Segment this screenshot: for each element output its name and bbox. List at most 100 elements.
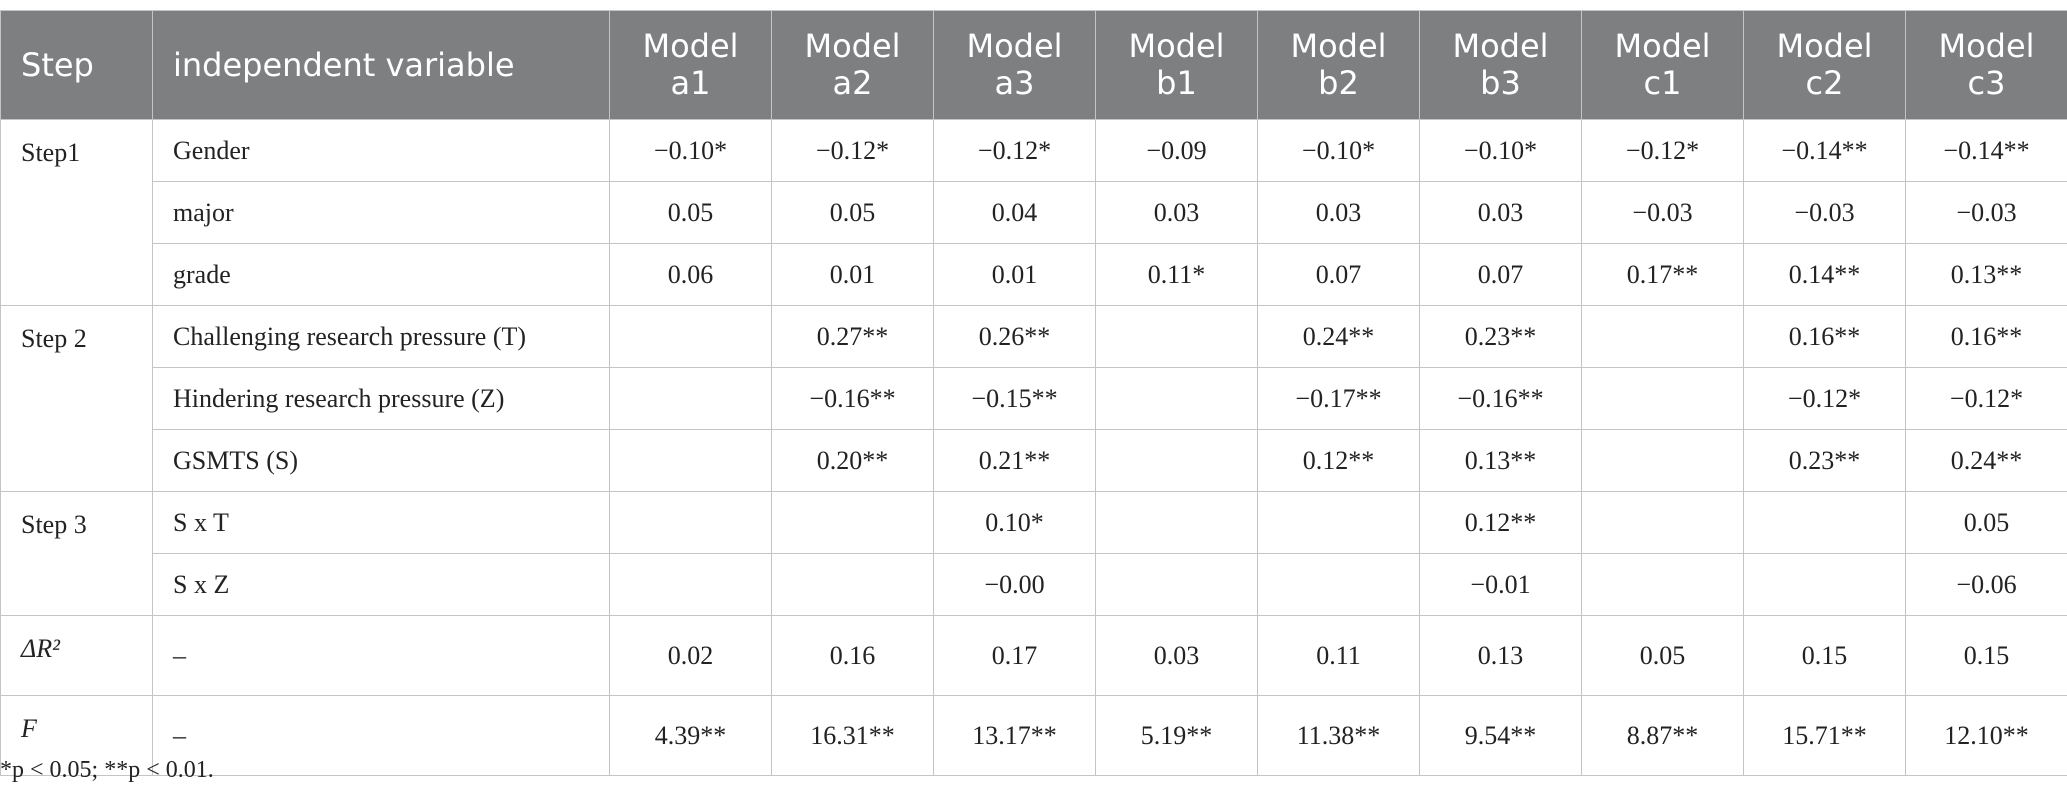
value-cell: 0.03: [1419, 181, 1582, 244]
table-row: Step1 Gender −0.10* −0.12* −0.12* −0.09 −0.10*…: [0, 119, 2067, 306]
value-cell: −0.12*: [1905, 367, 2067, 430]
model-label: Model a3: [966, 27, 1063, 102]
value-cell: −0.12*: [771, 119, 934, 182]
value-cell: [1581, 367, 1744, 430]
value-cell: −0.03: [1581, 181, 1744, 244]
step-cell: Step 2: [0, 305, 153, 492]
value-cell: 0.21**: [933, 429, 1096, 492]
variable-cell: –: [152, 615, 610, 696]
value-cell: 0.05: [1581, 615, 1744, 696]
value-cell: 0.04: [933, 181, 1096, 244]
variable-cell: Gender: [152, 119, 610, 182]
model-header: Model a3: [933, 10, 1096, 120]
value-cell: [1095, 553, 1258, 616]
value-cell: 4.39**: [609, 695, 772, 776]
value-cell: −0.03: [1743, 181, 1906, 244]
value-cell: [1257, 491, 1420, 554]
regression-table: Step independent variable Model a1 Model …: [0, 10, 2067, 776]
value-cell: 0.16**: [1905, 305, 2067, 368]
value-cell: −0.16**: [771, 367, 934, 430]
value-cell: 0.24**: [1905, 429, 2067, 492]
value-cell: 0.17: [933, 615, 1096, 696]
value-cell: 0.27**: [771, 305, 934, 368]
step-cell: ΔR²: [0, 615, 153, 696]
value-cell: 15.71**: [1743, 695, 1906, 776]
value-cell: −0.14**: [1743, 119, 1906, 182]
model-header: Model b2: [1257, 10, 1420, 120]
value-cell: 0.14**: [1743, 243, 1906, 306]
variable-cell: major: [152, 181, 610, 244]
model-header: Model a2: [771, 10, 934, 120]
value-cell: 0.05: [1905, 491, 2067, 554]
model-header: Model c1: [1581, 10, 1744, 120]
value-cell: 13.17**: [933, 695, 1096, 776]
value-cell: [609, 429, 772, 492]
value-cell: −0.12*: [933, 119, 1096, 182]
value-cell: 0.15: [1743, 615, 1906, 696]
value-cell: −0.16**: [1419, 367, 1582, 430]
value-cell: −0.01: [1419, 553, 1582, 616]
value-cell: [609, 367, 772, 430]
model-label: Model c1: [1614, 27, 1711, 102]
value-cell: 0.15: [1905, 615, 2067, 696]
model-label: Model c3: [1938, 27, 2035, 102]
variable-cell: Hindering research pressure (Z): [152, 367, 610, 430]
table-row: ΔR² –0.02 0.16 0.17 0.03 0.11 0.13 0.05 0.15 0.15: [0, 615, 2067, 696]
value-cell: 16.31**: [771, 695, 934, 776]
value-cell: 0.13**: [1905, 243, 2067, 306]
value-cell: −0.12*: [1581, 119, 1744, 182]
value-cell: [1095, 429, 1258, 492]
value-cell: 0.17**: [1581, 243, 1744, 306]
value-cell: [1581, 491, 1744, 554]
value-cell: 0.13**: [1419, 429, 1582, 492]
value-cell: 0.12**: [1419, 491, 1582, 554]
model-header: Model c3: [1905, 10, 2067, 120]
value-cell: 0.03: [1257, 181, 1420, 244]
table-row: F –4.39** 16.31** 13.17** 5.19** 11.38** 9.54*…: [0, 695, 2067, 776]
model-header: Model c2: [1743, 10, 1906, 120]
variable-cell: –: [152, 695, 610, 776]
value-cell: [1743, 491, 1906, 554]
value-cell: 0.05: [609, 181, 772, 244]
value-cell: −0.17**: [1257, 367, 1420, 430]
value-cell: −0.10*: [1257, 119, 1420, 182]
value-cell: 9.54**: [1419, 695, 1582, 776]
value-cell: 0.24**: [1257, 305, 1420, 368]
model-label: Model c2: [1776, 27, 1873, 102]
value-cell: −0.06: [1905, 553, 2067, 616]
value-cell: 0.10*: [933, 491, 1096, 554]
table-row: Step 2 Challenging research pressure (T) 0…: [0, 305, 2067, 492]
value-cell: 8.87**: [1581, 695, 1744, 776]
footnote: *p < 0.05; **p < 0.01.: [0, 757, 214, 783]
value-cell: −0.00: [933, 553, 1096, 616]
step-cell: Step1: [0, 119, 153, 306]
value-cell: −0.03: [1905, 181, 2067, 244]
value-cell: 0.11: [1257, 615, 1420, 696]
value-cell: [771, 553, 934, 616]
value-cell: −0.09: [1095, 119, 1258, 182]
value-cell: 0.01: [933, 243, 1096, 306]
value-cell: 0.03: [1095, 181, 1258, 244]
value-cell: [1581, 553, 1744, 616]
variable-header: independent variable: [152, 10, 610, 120]
value-cell: [1257, 553, 1420, 616]
value-cell: −0.15**: [933, 367, 1096, 430]
value-cell: 0.07: [1257, 243, 1420, 306]
value-cell: 0.12**: [1257, 429, 1420, 492]
value-cell: 12.10**: [1905, 695, 2067, 776]
variable-cell: S x Z: [152, 553, 610, 616]
value-cell: [1743, 553, 1906, 616]
model-label: Model a1: [642, 27, 739, 102]
table-row: Hindering research pressure (Z) −0.16** −0…: [1, 367, 2067, 430]
value-cell: 0.03: [1095, 615, 1258, 696]
value-cell: [609, 553, 772, 616]
header-row: Step independent variable Model a1 Model …: [0, 10, 2067, 120]
value-cell: 0.16: [771, 615, 934, 696]
variable-cell: grade: [152, 243, 610, 306]
value-cell: [1095, 491, 1258, 554]
table-row: grade 0.06 0.01 0.01 0.11* 0.07 0.07 0.17** 0.14…: [1, 243, 2067, 306]
value-cell: −0.12*: [1743, 367, 1906, 430]
value-cell: [609, 305, 772, 368]
value-cell: −0.10*: [1419, 119, 1582, 182]
